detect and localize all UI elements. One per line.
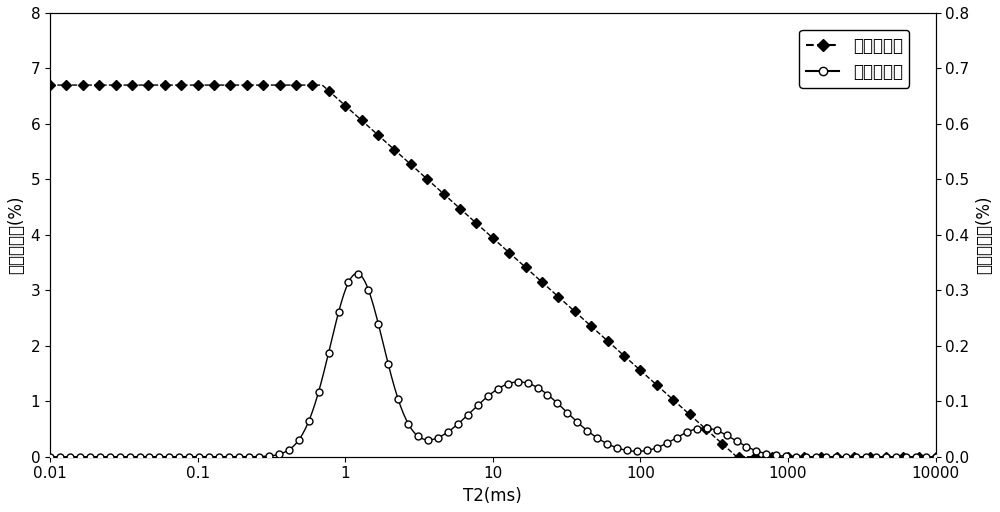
Y-axis label: 孔隙度累积(%): 孔隙度累积(%) [7, 196, 25, 274]
Legend: 孔隙度累积, 孔隙度分量: 孔隙度累积, 孔隙度分量 [799, 30, 909, 88]
X-axis label: T2(ms): T2(ms) [463, 487, 522, 505]
Y-axis label: 孔隙度分量(%): 孔隙度分量(%) [975, 196, 993, 274]
